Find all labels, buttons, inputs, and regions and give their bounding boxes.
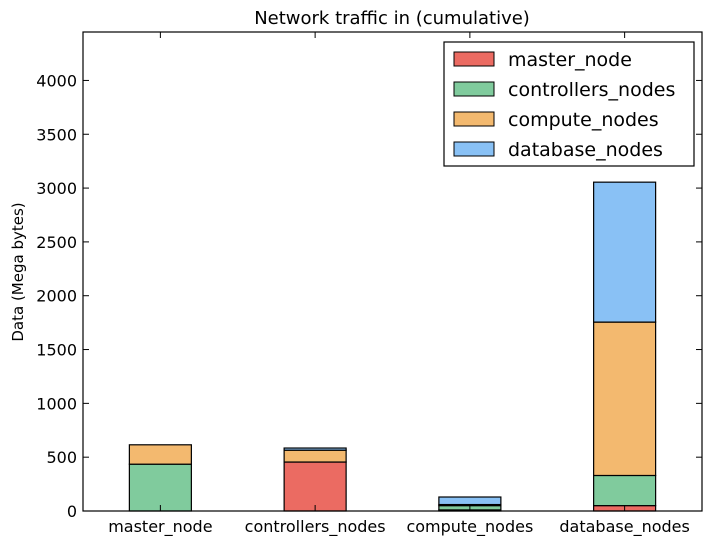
- bar-compute_nodes-database_nodes: [438, 496, 502, 506]
- legend-label-controllers_nodes: controllers_nodes: [508, 79, 675, 101]
- legend-label-compute_nodes: compute_nodes: [508, 109, 659, 131]
- y-tick-label: 3000: [36, 179, 77, 198]
- legend-label-master_node: master_node: [508, 49, 632, 71]
- x-tick-label-compute_nodes: compute_nodes: [406, 517, 533, 537]
- axis-ticks: 0 500 1000 1500 2000 2500 3000 3500 4000 master_n…: [36, 32, 702, 537]
- legend-swatch-master_node: [453, 51, 495, 67]
- legend-swatch-compute_nodes: [453, 111, 495, 127]
- y-tick-label: 4000: [36, 71, 77, 90]
- x-tick-label-database_nodes: database_nodes: [559, 517, 689, 537]
- bar-database_nodes-controllers_nodes: [593, 474, 657, 507]
- bar-database_nodes-database_nodes: [593, 181, 657, 323]
- y-tick-label: 2000: [36, 287, 77, 306]
- bar-master_node-controllers_nodes: [128, 463, 192, 512]
- bar-controllers_nodes-compute_nodes: [283, 449, 347, 463]
- legend: master_node controllers_nodes compute_node…: [443, 41, 695, 167]
- y-tick-label: 0: [67, 502, 77, 521]
- y-tick-label: 1000: [36, 394, 77, 413]
- bar-controllers_nodes-master_node: [283, 461, 347, 512]
- legend-swatch-database_nodes: [453, 141, 495, 157]
- y-tick-label: 1500: [36, 341, 77, 360]
- y-axis-label: Data (Mega bytes): [9, 202, 27, 341]
- y-tick-label: 500: [46, 448, 77, 467]
- chart-title: Network traffic in (cumulative): [254, 8, 530, 29]
- x-tick-label-master_node: master_node: [108, 517, 212, 537]
- y-tick-label: 2500: [36, 233, 77, 252]
- legend-swatch-controllers_nodes: [453, 81, 495, 97]
- bar-controllers_nodes-database_nodes: [283, 447, 347, 451]
- bars-layer: [128, 181, 657, 512]
- legend-label-database_nodes: database_nodes: [508, 139, 663, 161]
- plot-frame: [82, 31, 703, 512]
- x-tick-label-controllers_nodes: controllers_nodes: [245, 517, 386, 537]
- bar-master_node-compute_nodes: [128, 444, 192, 465]
- bar-database_nodes-compute_nodes: [593, 321, 657, 477]
- y-tick-label: 3500: [36, 125, 77, 144]
